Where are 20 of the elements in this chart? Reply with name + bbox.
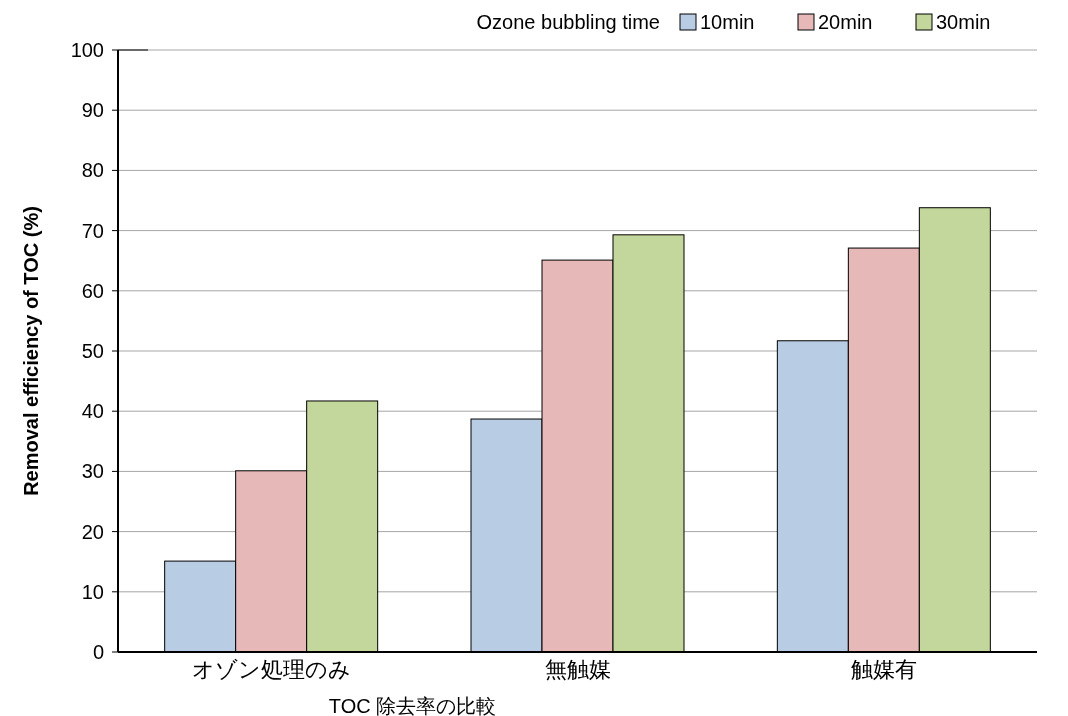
y-tick-label: 50: [81, 340, 104, 362]
y-tick-label: 70: [81, 219, 104, 242]
y-tick-label: 90: [81, 99, 104, 122]
x-axis-title: TOC 除去率の比較: [328, 695, 497, 716]
legend-label: 30min: [936, 11, 991, 33]
x-tick-label: 触媒有: [850, 657, 917, 682]
x-tick-label: 無触媒: [544, 657, 611, 682]
legend-label: 10min: [700, 11, 755, 33]
y-tick-label: 10: [81, 580, 104, 603]
y-axis-title: Removal efficiency of TOC (%): [20, 206, 42, 496]
y-tick-label: 40: [81, 400, 104, 423]
y-tick-label: 0: [92, 641, 104, 663]
legend-title: Ozone bubbling time: [476, 11, 660, 33]
y-tick-label: 80: [81, 159, 104, 182]
y-tick-label: 60: [81, 279, 104, 302]
y-tick-label: 30: [81, 460, 104, 483]
x-tick-label: オゾン処理のみ: [191, 657, 351, 682]
y-tick-label: 100: [70, 39, 104, 61]
legend-label: 20min: [818, 11, 873, 33]
y-tick-label: 20: [81, 520, 104, 543]
